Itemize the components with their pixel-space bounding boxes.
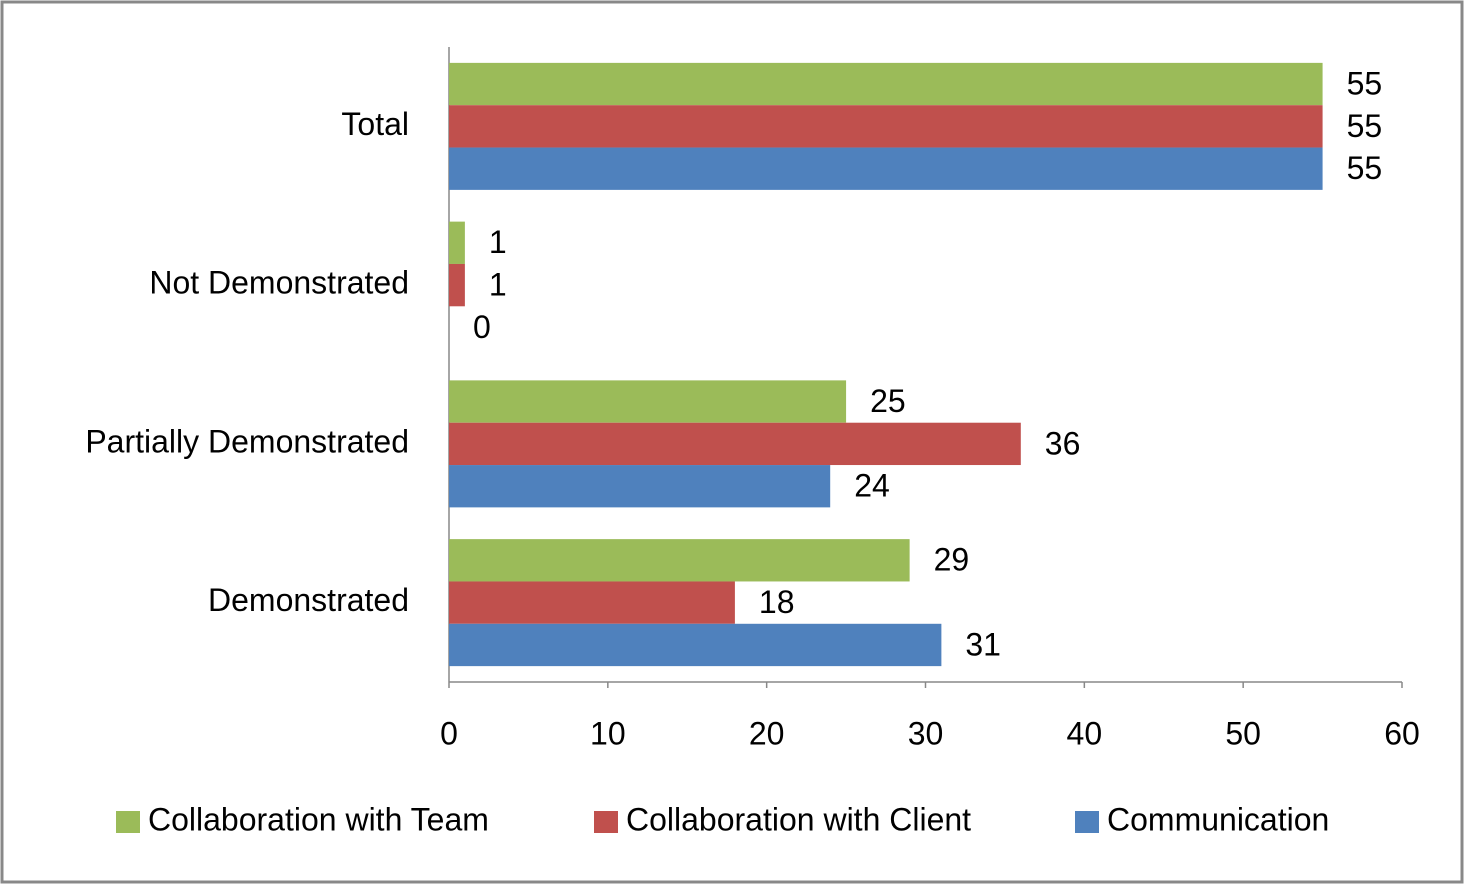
bar — [449, 581, 735, 624]
data-label: 55 — [1347, 65, 1383, 101]
data-label: 24 — [854, 468, 890, 504]
x-tick-label: 0 — [440, 715, 458, 751]
bar — [449, 263, 465, 307]
x-tick-label: 40 — [1067, 715, 1103, 751]
legend-label: Communication — [1107, 801, 1329, 837]
bar — [449, 422, 1021, 466]
x-tick-label: 50 — [1225, 715, 1261, 751]
y-tick-label: Partially Demonstrated — [85, 423, 409, 459]
data-label: 55 — [1347, 108, 1383, 144]
x-tick-label: 60 — [1384, 715, 1420, 751]
bar — [449, 62, 1323, 106]
bar — [449, 623, 942, 667]
y-tick-label: Total — [341, 106, 409, 142]
legend-label: Collaboration with Team — [148, 801, 489, 837]
x-tick-label: 10 — [590, 715, 626, 751]
data-label: 25 — [870, 383, 906, 419]
data-label: 36 — [1045, 425, 1081, 461]
data-label: 18 — [759, 584, 795, 620]
data-label: 1 — [489, 224, 507, 260]
legend-label: Collaboration with Client — [626, 801, 971, 837]
y-tick-label: Demonstrated — [208, 582, 409, 618]
bar — [449, 221, 465, 264]
bar — [449, 105, 1323, 148]
legend-swatch — [594, 811, 618, 833]
data-label: 31 — [965, 626, 1001, 662]
x-tick-label: 20 — [749, 715, 785, 751]
data-label: 0 — [473, 309, 491, 345]
legend-swatch — [116, 811, 140, 833]
bar — [449, 147, 1323, 190]
bar — [449, 539, 910, 582]
data-label: 29 — [934, 542, 970, 578]
bar — [449, 380, 847, 423]
legend-swatch — [1075, 811, 1099, 833]
y-tick-label: Not Demonstrated — [149, 265, 409, 301]
data-label: 1 — [489, 267, 507, 303]
bar — [449, 465, 831, 508]
x-tick-label: 30 — [908, 715, 944, 751]
data-label: 55 — [1347, 150, 1383, 186]
